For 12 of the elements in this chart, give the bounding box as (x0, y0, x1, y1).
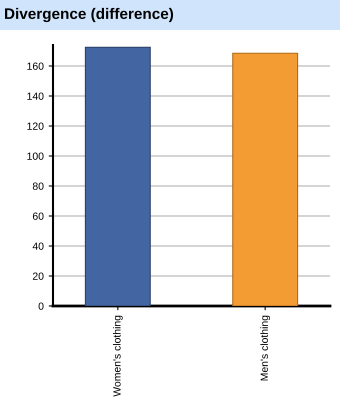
x-tick-label: Men's clothing (260, 316, 270, 380)
chart-title: Divergence (difference) (5, 8, 174, 22)
y-tick-label: 140 (27, 92, 44, 100)
y-tick-label: 80 (32, 182, 44, 190)
y-tick-label: 20 (32, 272, 44, 280)
y-tick-label: 120 (27, 122, 44, 130)
y-tick-label: 60 (32, 212, 44, 220)
y-tick-label: 160 (27, 62, 44, 70)
y-tick-label: 0 (38, 302, 44, 310)
y-tick-label: 40 (32, 242, 44, 250)
y-tick-label: 100 (27, 152, 44, 160)
x-tick-label: Women's clothing (112, 316, 123, 397)
